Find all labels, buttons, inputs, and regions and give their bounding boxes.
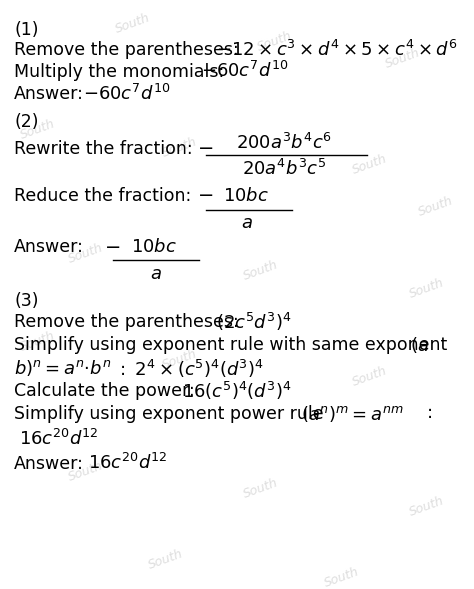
Text: $16c^{20}d^{12}$: $16c^{20}d^{12}$ [88, 453, 167, 473]
Text: South: South [161, 347, 199, 372]
Text: $(2c^5d^3)^4$: $(2c^5d^3)^4$ [216, 311, 291, 333]
Text: $-$: $-$ [197, 137, 213, 156]
Text: South: South [66, 459, 104, 484]
Text: Multiply the monomials:: Multiply the monomials: [14, 63, 225, 81]
Text: South: South [242, 477, 280, 501]
Text: $-60c^7d^{10}$: $-60c^7d^{10}$ [201, 61, 289, 81]
Text: $20a^4b^3c^5$: $20a^4b^3c^5$ [242, 159, 327, 179]
Text: $(a^n)^m=a^{nm}$: $(a^n)^m=a^{nm}$ [301, 404, 404, 424]
Text: South: South [351, 153, 389, 177]
Text: South: South [147, 547, 185, 572]
Text: South: South [114, 11, 152, 36]
Text: $(a$: $(a$ [410, 335, 429, 355]
Text: (2): (2) [14, 113, 39, 131]
Text: South: South [408, 494, 446, 519]
Text: Simplify using exponent rule with same exponent: Simplify using exponent rule with same e… [14, 336, 447, 354]
Text: Remove the parentheses:: Remove the parentheses: [14, 313, 239, 331]
Text: $a$: $a$ [150, 265, 161, 283]
Text: $:\ 2^4\times(c^5)^4(d^3)^4$: $:\ 2^4\times(c^5)^4(d^3)^4$ [116, 358, 264, 380]
Text: South: South [242, 259, 280, 283]
Text: $10bc$: $10bc$ [223, 187, 270, 206]
Text: Reduce the fraction:: Reduce the fraction: [14, 187, 191, 205]
Text: $200a^3b^4c^6$: $200a^3b^4c^6$ [237, 133, 332, 153]
Text: $a$: $a$ [241, 214, 252, 232]
Text: Remove the parentheses:: Remove the parentheses: [14, 41, 239, 59]
Text: (1): (1) [14, 21, 39, 39]
Text: Answer:: Answer: [14, 85, 84, 104]
Text: South: South [322, 565, 360, 589]
Text: $:$: $:$ [423, 404, 432, 422]
Text: $-60c^7d^{10}$: $-60c^7d^{10}$ [83, 84, 170, 104]
Text: Calculate the power:: Calculate the power: [14, 382, 195, 400]
Text: South: South [161, 135, 199, 160]
Text: South: South [417, 194, 455, 219]
Text: Simplify using exponent power rule: Simplify using exponent power rule [14, 405, 324, 423]
Text: $16(c^5)^4(d^3)^4$: $16(c^5)^4(d^3)^4$ [182, 380, 292, 402]
Text: Answer:: Answer: [14, 238, 84, 256]
Text: $-$: $-$ [104, 236, 120, 255]
Text: South: South [408, 276, 446, 301]
Text: $b)^n=a^n{\cdot}b^n$: $b)^n=a^n{\cdot}b^n$ [14, 358, 111, 378]
Text: South: South [384, 47, 422, 71]
Text: (3): (3) [14, 292, 39, 310]
Text: South: South [351, 365, 389, 389]
Text: South: South [19, 329, 57, 354]
Text: $-$: $-$ [197, 184, 213, 203]
Text: $10bc$: $10bc$ [131, 238, 177, 256]
Text: $-12\times c^3\times d^4\times 5\times c^4\times d^6$: $-12\times c^3\times d^4\times 5\times c… [216, 39, 457, 59]
Text: Rewrite the fraction:: Rewrite the fraction: [14, 140, 193, 158]
Text: South: South [256, 29, 294, 54]
Text: Answer:: Answer: [14, 455, 84, 473]
Text: $16c^{20}d^{12}$: $16c^{20}d^{12}$ [19, 429, 99, 449]
Text: South: South [19, 117, 57, 142]
Text: South: South [66, 241, 104, 266]
